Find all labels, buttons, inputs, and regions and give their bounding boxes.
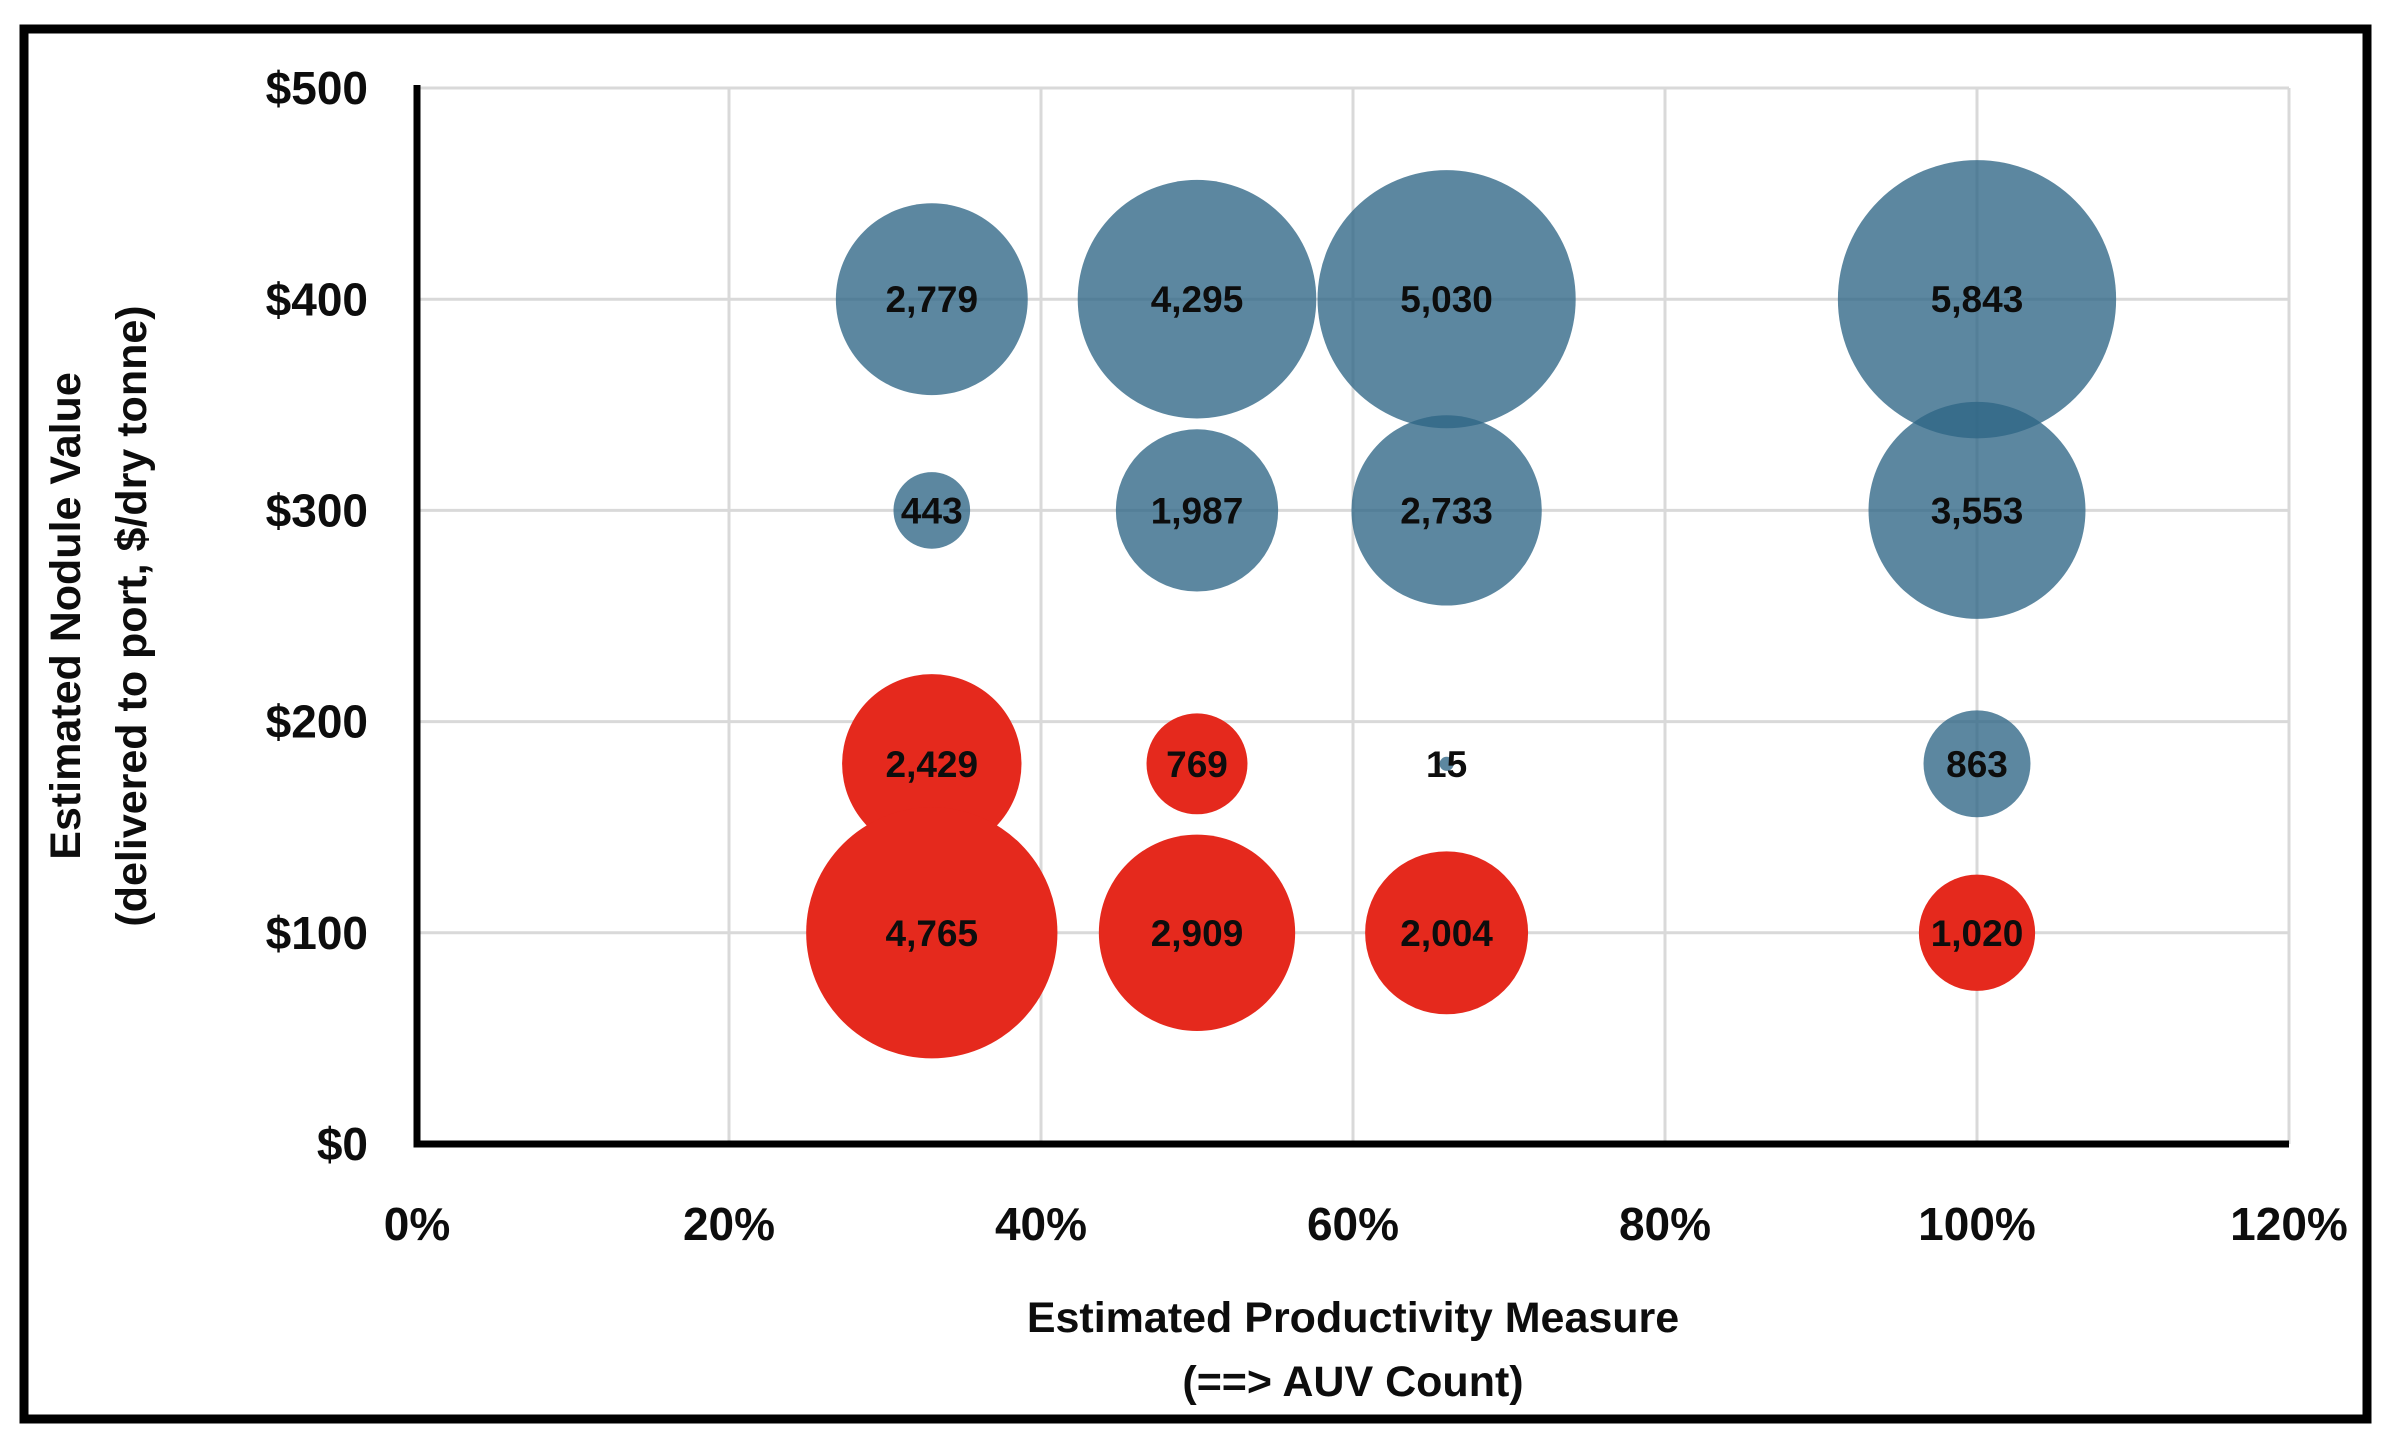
x-tick-label: 60% <box>1307 1198 1399 1250</box>
bubble-value-label: 2,779 <box>886 279 979 320</box>
red-bubble <box>842 674 1022 854</box>
red-bubble <box>1098 834 1296 1031</box>
y-tick-label: $100 <box>266 907 368 959</box>
y-tick-label: $300 <box>266 485 368 537</box>
x-tick-label: 40% <box>995 1198 1087 1250</box>
x-tick-label: 0% <box>384 1198 450 1250</box>
bubble-value-label: 443 <box>901 490 963 531</box>
y-tick-label: $400 <box>266 273 368 325</box>
bubble-value-label: 3,553 <box>1931 490 2024 531</box>
blue-bubble <box>1115 429 1279 592</box>
blue-bubble <box>893 472 971 549</box>
x-axis-title-line2: (==> AUV Count) <box>1182 1358 1523 1406</box>
bubble-value-label: 4,765 <box>886 913 979 954</box>
bubble-value-label: 5,030 <box>1400 279 1493 320</box>
blue-bubble <box>1317 170 1576 429</box>
blue-bubble <box>1868 401 2086 619</box>
bubble-value-label: 4,295 <box>1151 279 1244 320</box>
y-tick-label: $200 <box>266 696 368 748</box>
bubble-value-label: 15 <box>1426 744 1467 785</box>
bubble-value-label: 2,909 <box>1151 913 1244 954</box>
bubble-value-label: 1,987 <box>1151 490 1244 531</box>
blue-bubble <box>1077 179 1317 419</box>
bubble-value-label: 2,429 <box>886 744 979 785</box>
x-axis-tick-labels: 0% 20% 40% 60% 80% 100% 120% <box>384 1198 2348 1250</box>
red-bubble <box>806 807 1058 1059</box>
blue-bubble <box>1351 415 1542 606</box>
bubble-value-label: 2,004 <box>1400 913 1493 954</box>
red-bubble <box>1365 851 1529 1015</box>
bubble-value-label: 5,843 <box>1931 279 2024 320</box>
bubble-value-label: 769 <box>1166 744 1228 785</box>
x-tick-label: 80% <box>1619 1198 1711 1250</box>
bubble-value-label: 863 <box>1946 744 2008 785</box>
bubble-value-label: 1,020 <box>1931 913 2024 954</box>
blue-bubble <box>1439 756 1454 771</box>
x-tick-label: 20% <box>683 1198 775 1250</box>
figure-border <box>19 24 2372 1424</box>
x-tick-label: 100% <box>1918 1198 2036 1250</box>
y-tick-label: $500 <box>266 62 368 114</box>
bubble-labels: 2,779 4,295 5,030 5,843 443 1,987 2,733 3,553 15… <box>886 279 2024 954</box>
y-axis-title-line2: (delivered to port, $/dry tonne) <box>108 305 156 926</box>
y-axis-title-line1: Estimated Nodule Value <box>42 372 90 859</box>
x-axis-title-line1: Estimated Productivity Measure <box>1027 1294 1679 1342</box>
y-axis-tick-labels: $0 $100 $200 $300 $400 $500 <box>266 62 368 1170</box>
red-bubble <box>1918 874 2036 991</box>
bubble-value-label: 2,733 <box>1400 490 1493 531</box>
y-tick-label: $0 <box>317 1118 368 1170</box>
blue-bubble <box>1923 710 2031 818</box>
axes <box>413 85 2289 1148</box>
blue-bubble <box>835 203 1028 396</box>
red-bubble <box>1146 713 1248 815</box>
bubble-series <box>806 160 2117 1059</box>
x-tick-label: 120% <box>2230 1198 2348 1250</box>
blue-bubble <box>1837 160 2117 439</box>
